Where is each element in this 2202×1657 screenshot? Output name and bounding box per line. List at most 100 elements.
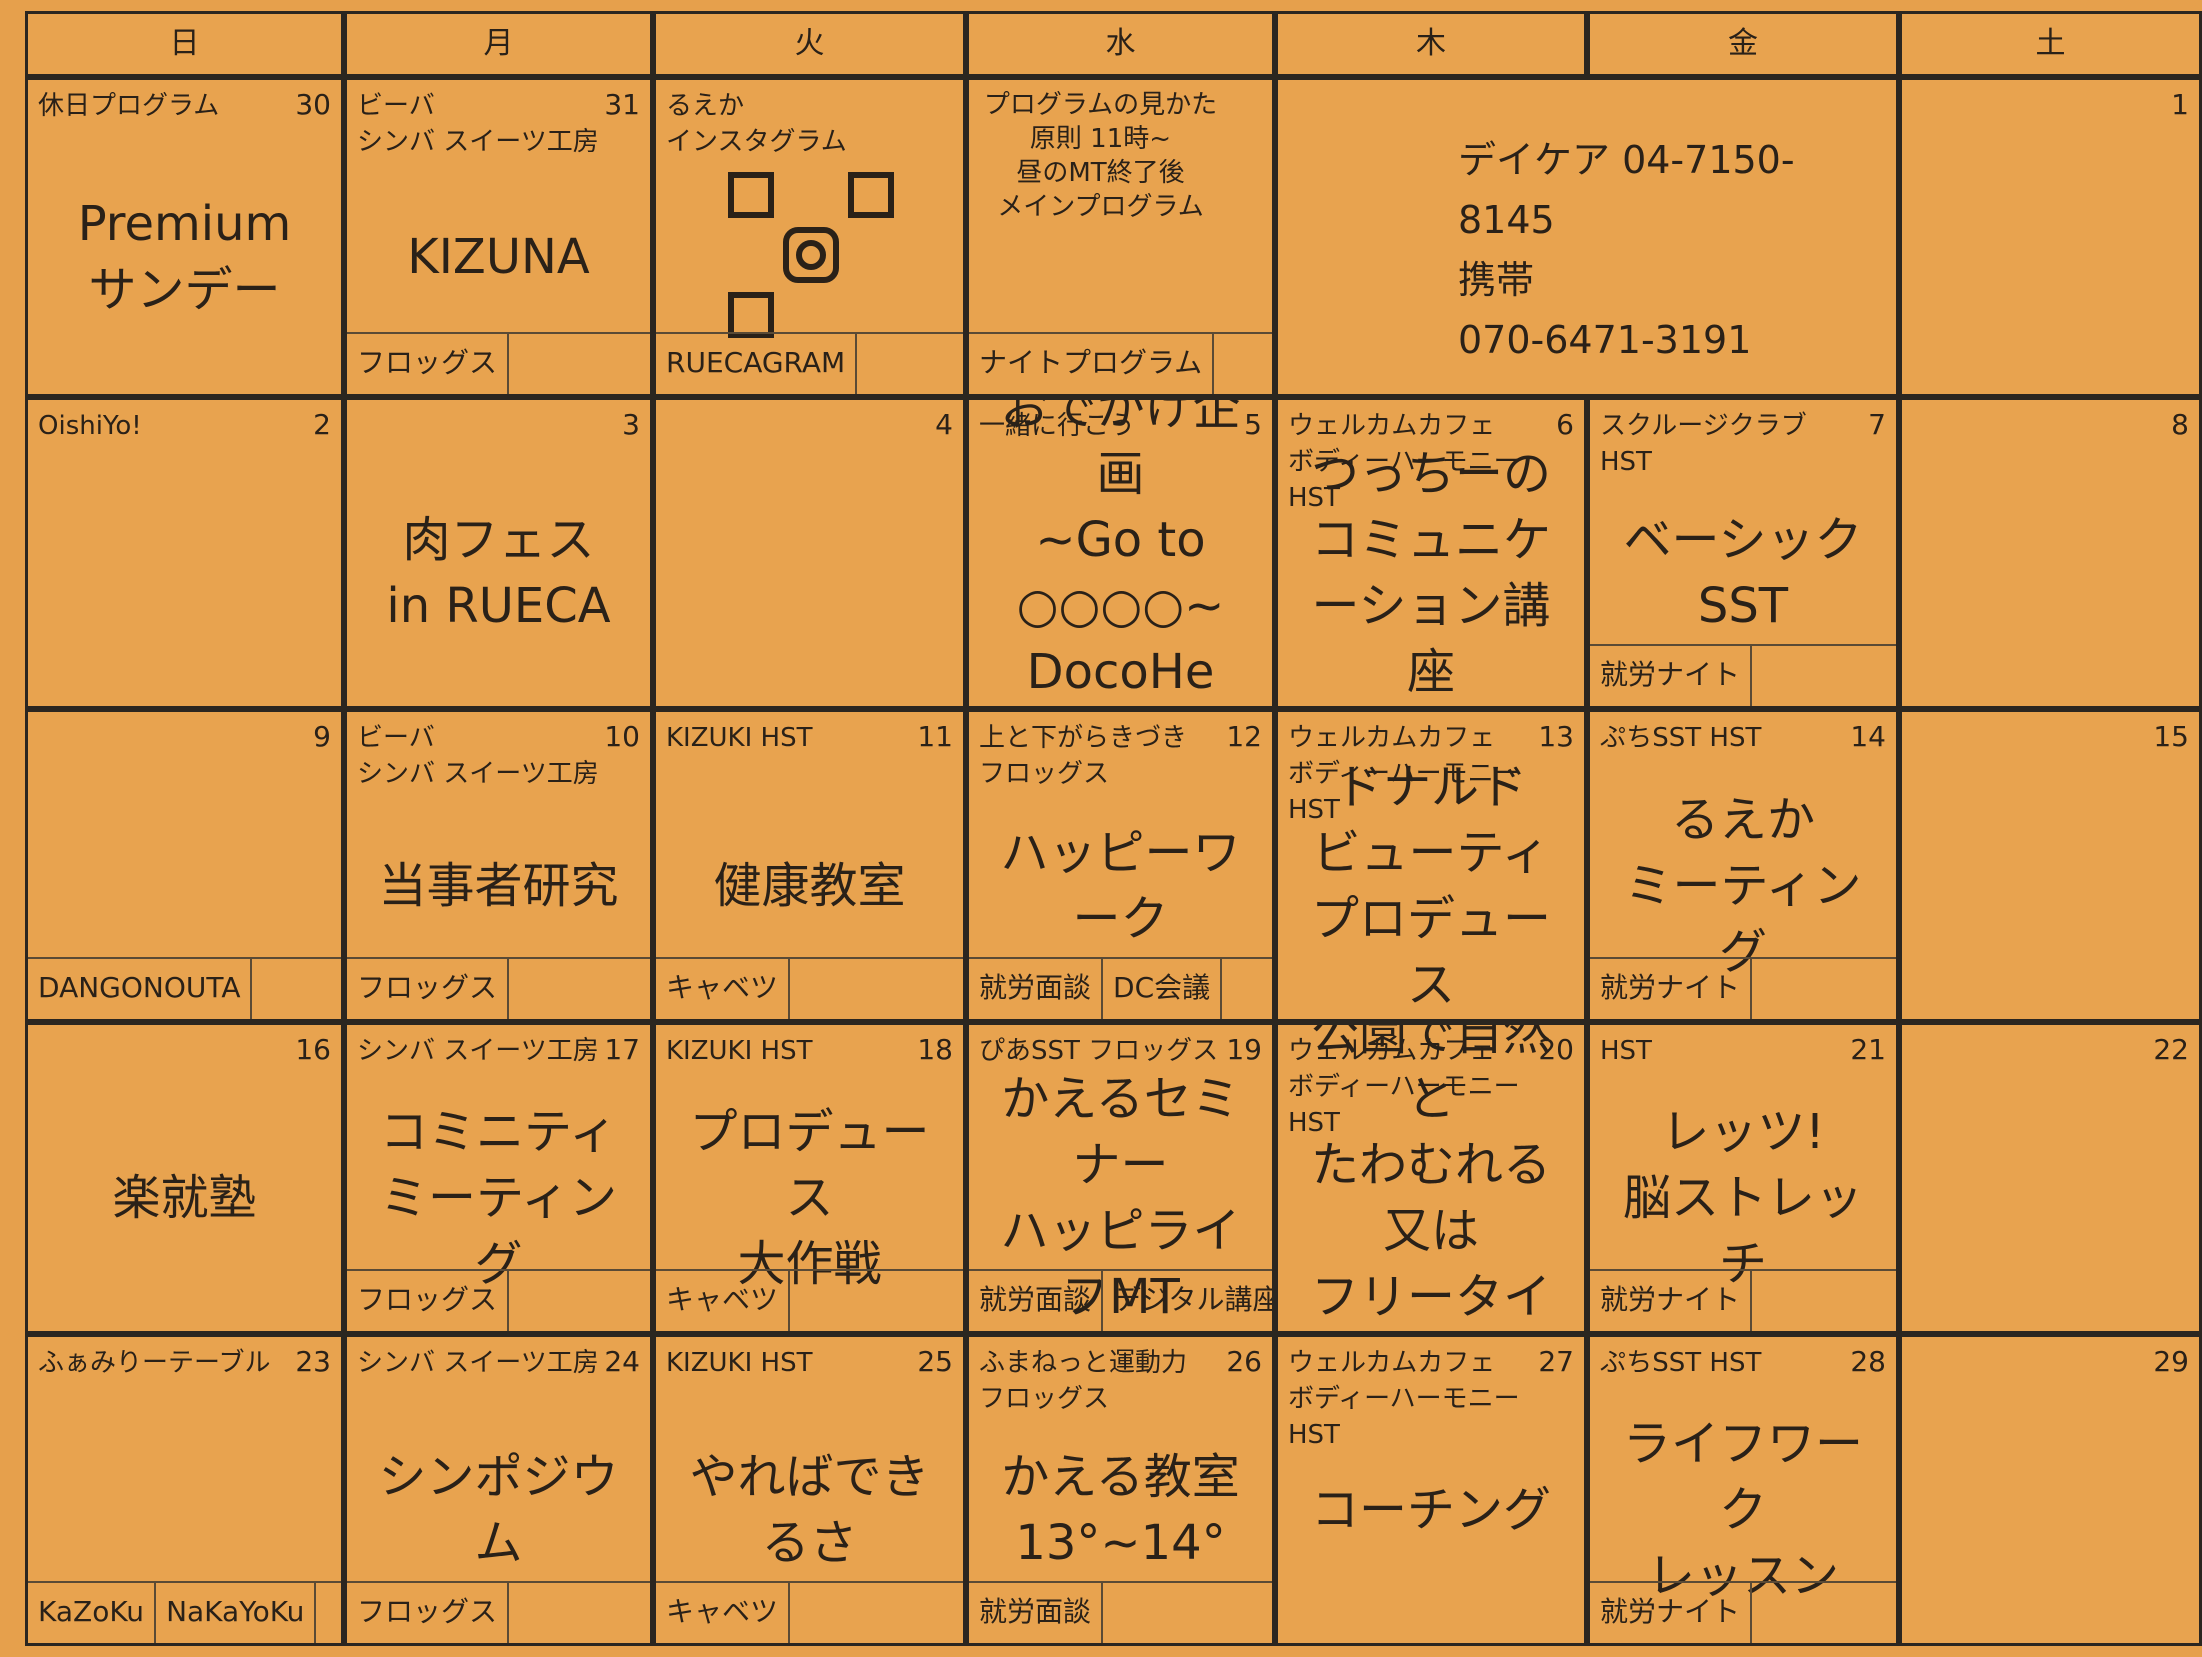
cell-header: プログラムの見かた 原則 11時~ 昼のMT終了後 メインプログラム bbox=[979, 88, 1222, 224]
day-cell: 11 KIZUKI HST 健康教室 キャベツ bbox=[653, 709, 966, 1022]
header-line: KIZUKI HST bbox=[666, 1036, 813, 1066]
title-line: 又は bbox=[1382, 1203, 1479, 1259]
day-cell: 8 bbox=[1899, 397, 2202, 709]
header-line: ぷちSST HST bbox=[1600, 1348, 1762, 1378]
contact-line: 携帯 bbox=[1458, 258, 1535, 302]
program-title: KIZUNA bbox=[363, 190, 634, 324]
cell-header: ウェルカムカフェ ボディーハーモニー HST bbox=[1288, 720, 1534, 828]
day-cell: 2 OishiYo! bbox=[25, 397, 344, 709]
day-cell: 15 bbox=[1899, 709, 2202, 1022]
program-title: コーチング bbox=[1294, 1447, 1568, 1573]
day-cell: 24 シンバ スイーツ工房 シンポジウム フロッグス bbox=[344, 1334, 653, 1646]
title-line: 脳ストレッチ bbox=[1622, 1170, 1863, 1292]
cell-header: ぷちSST HST bbox=[1600, 1345, 1846, 1381]
header-line: HST bbox=[1600, 1036, 1652, 1066]
day-cell: 19 ぴあSST フロッグス かえるセミナー ハッピライフMT 就労面談 デジタル講座 bbox=[966, 1022, 1275, 1334]
date-number: 1 bbox=[2171, 88, 2189, 121]
day-cell: 16 楽就塾 bbox=[25, 1022, 344, 1334]
title-line: 当事者研究 bbox=[378, 857, 619, 914]
title-line: 13°~14° bbox=[1015, 1515, 1226, 1571]
cell-header: KIZUKI HST bbox=[666, 720, 913, 756]
date-number: 30 bbox=[295, 88, 331, 121]
footer-label: 就労ナイト bbox=[1590, 1583, 1753, 1643]
program-title: おでかけ企画~Go to ○○○○~ DocoHe Ikuhokana? bbox=[985, 400, 1256, 700]
title-line: ビューティ bbox=[1312, 824, 1550, 881]
cell-footer: RUECAGRAM bbox=[656, 332, 963, 394]
cell-footer: フロッグス bbox=[347, 957, 650, 1019]
date-number: 4 bbox=[935, 408, 953, 441]
date-number: 18 bbox=[917, 1033, 953, 1066]
title-line: ライフワーク bbox=[1622, 1416, 1863, 1538]
header-line: シンバ スイーツ工房 bbox=[357, 1348, 599, 1378]
footer-label: 就労面談 bbox=[969, 1583, 1104, 1643]
header-line: ぴあSST フロッグス bbox=[979, 1036, 1219, 1066]
title-line: コーチング bbox=[1310, 1482, 1551, 1538]
cell-header: るえか インスタグラム bbox=[666, 88, 913, 160]
date-number: 7 bbox=[1868, 408, 1886, 441]
program-title: ドナルド ビューティ プロデュース bbox=[1294, 759, 1568, 1013]
date-number: 6 bbox=[1556, 408, 1574, 441]
title-line: DocoHe Ikuhokana? bbox=[1026, 644, 1215, 700]
cell-header: ぴあSST フロッグス bbox=[979, 1033, 1222, 1069]
cell-footer: 就労ナイト bbox=[1590, 644, 1896, 706]
footer-label: 就労ナイト bbox=[1590, 959, 1753, 1019]
date-number: 28 bbox=[1850, 1345, 1886, 1378]
contact-block: デイケア 04-7150-8145 携帯 070-6471-3191 bbox=[1275, 77, 1899, 397]
cell-header: ぷちSST HST bbox=[1600, 720, 1846, 756]
day-cell: 1 bbox=[1899, 77, 2202, 397]
program-title: 公園で自然とたわむれる又はフリータイム bbox=[1294, 1025, 1568, 1325]
title-line: たわむれる bbox=[1310, 1137, 1551, 1193]
title-line: プロデュース bbox=[689, 1104, 930, 1226]
program-title: ハッピーワーク bbox=[985, 822, 1256, 949]
title-line: プロデュース bbox=[1310, 890, 1551, 1013]
date-number: 20 bbox=[1538, 1033, 1574, 1066]
cell-footer: フロッグス bbox=[347, 1581, 650, 1643]
date-number: 23 bbox=[295, 1345, 331, 1378]
header-line: ボディーハーモニー HST bbox=[1288, 1072, 1520, 1138]
title-line: レッスン bbox=[1646, 1548, 1839, 1604]
program-title: 楽就塾 bbox=[44, 1135, 325, 1261]
cell-header: HST bbox=[1600, 1033, 1846, 1069]
day-cell: 25 KIZUKI HST やればできるさ キャベツ bbox=[653, 1334, 966, 1646]
program-title: 肉フェス in RUECA bbox=[363, 510, 634, 636]
cell-header: ふぁみりーテーブル bbox=[38, 1345, 291, 1381]
title-line: ミーティング bbox=[379, 1170, 618, 1292]
cell-header: KIZUKI HST bbox=[666, 1033, 913, 1069]
header-line: メインプログラム bbox=[997, 192, 1204, 222]
header-line: フロッグス bbox=[979, 1384, 1110, 1414]
day-cell: 4 bbox=[653, 397, 966, 709]
date-number: 12 bbox=[1226, 720, 1262, 753]
cell-header: KIZUKI HST bbox=[666, 1345, 913, 1381]
title-line: 公園で自然と bbox=[1310, 1022, 1551, 1127]
cell-header: ウェルカムカフェ ボディーハーモニー HST bbox=[1288, 1033, 1534, 1141]
cell-footer: 就労面談 bbox=[969, 1581, 1272, 1643]
header-line: 原則 11時~ bbox=[1029, 124, 1172, 154]
day-cell: 12 上と下がらきづき フロッグス ハッピーワーク 就労面談 DC会議 bbox=[966, 709, 1275, 1022]
title-line: ベーシックSST bbox=[1623, 512, 1863, 634]
date-number: 9 bbox=[313, 720, 331, 753]
cell-footer: 就労面談 デジタル講座 bbox=[969, 1269, 1272, 1331]
title-line: 健康教室 bbox=[713, 857, 906, 914]
qr-code bbox=[726, 170, 896, 340]
footer-label: キャベツ bbox=[656, 959, 791, 1019]
title-line: Premium bbox=[77, 196, 292, 252]
header-line: 上と下がらきづき bbox=[979, 723, 1188, 753]
title-line: ハッピライフMT bbox=[1000, 1203, 1241, 1325]
date-number: 10 bbox=[604, 720, 640, 753]
date-number: 17 bbox=[604, 1033, 640, 1066]
weekday-header: 月 bbox=[344, 11, 653, 77]
title-line: おでかけ企画 bbox=[1000, 397, 1241, 502]
cell-footer: ナイトプログラム bbox=[969, 332, 1272, 394]
contact-line: デイケア 04-7150-8145 bbox=[1458, 138, 1795, 242]
title-line: KIZUNA bbox=[407, 229, 590, 285]
title-line: コミュニケーション講座 bbox=[1310, 512, 1551, 700]
cell-header: 一緒に行こう bbox=[979, 408, 1222, 444]
day-cell: 9 DANGONOUTA bbox=[25, 709, 344, 1022]
day-cell: 6 ウェルカムカフェ ボディーハーモニー HST つっちーの コミュニケーション講座 bbox=[1275, 397, 1587, 709]
footer-label: DC会議 bbox=[1103, 959, 1223, 1019]
header-line: ウェルカムカフェ bbox=[1288, 1348, 1496, 1378]
day-cell: 22 bbox=[1899, 1022, 2202, 1334]
weekday-header: 土 bbox=[1899, 11, 2202, 77]
header-line: ビーバ bbox=[357, 723, 435, 753]
date-number: 29 bbox=[2153, 1345, 2189, 1378]
